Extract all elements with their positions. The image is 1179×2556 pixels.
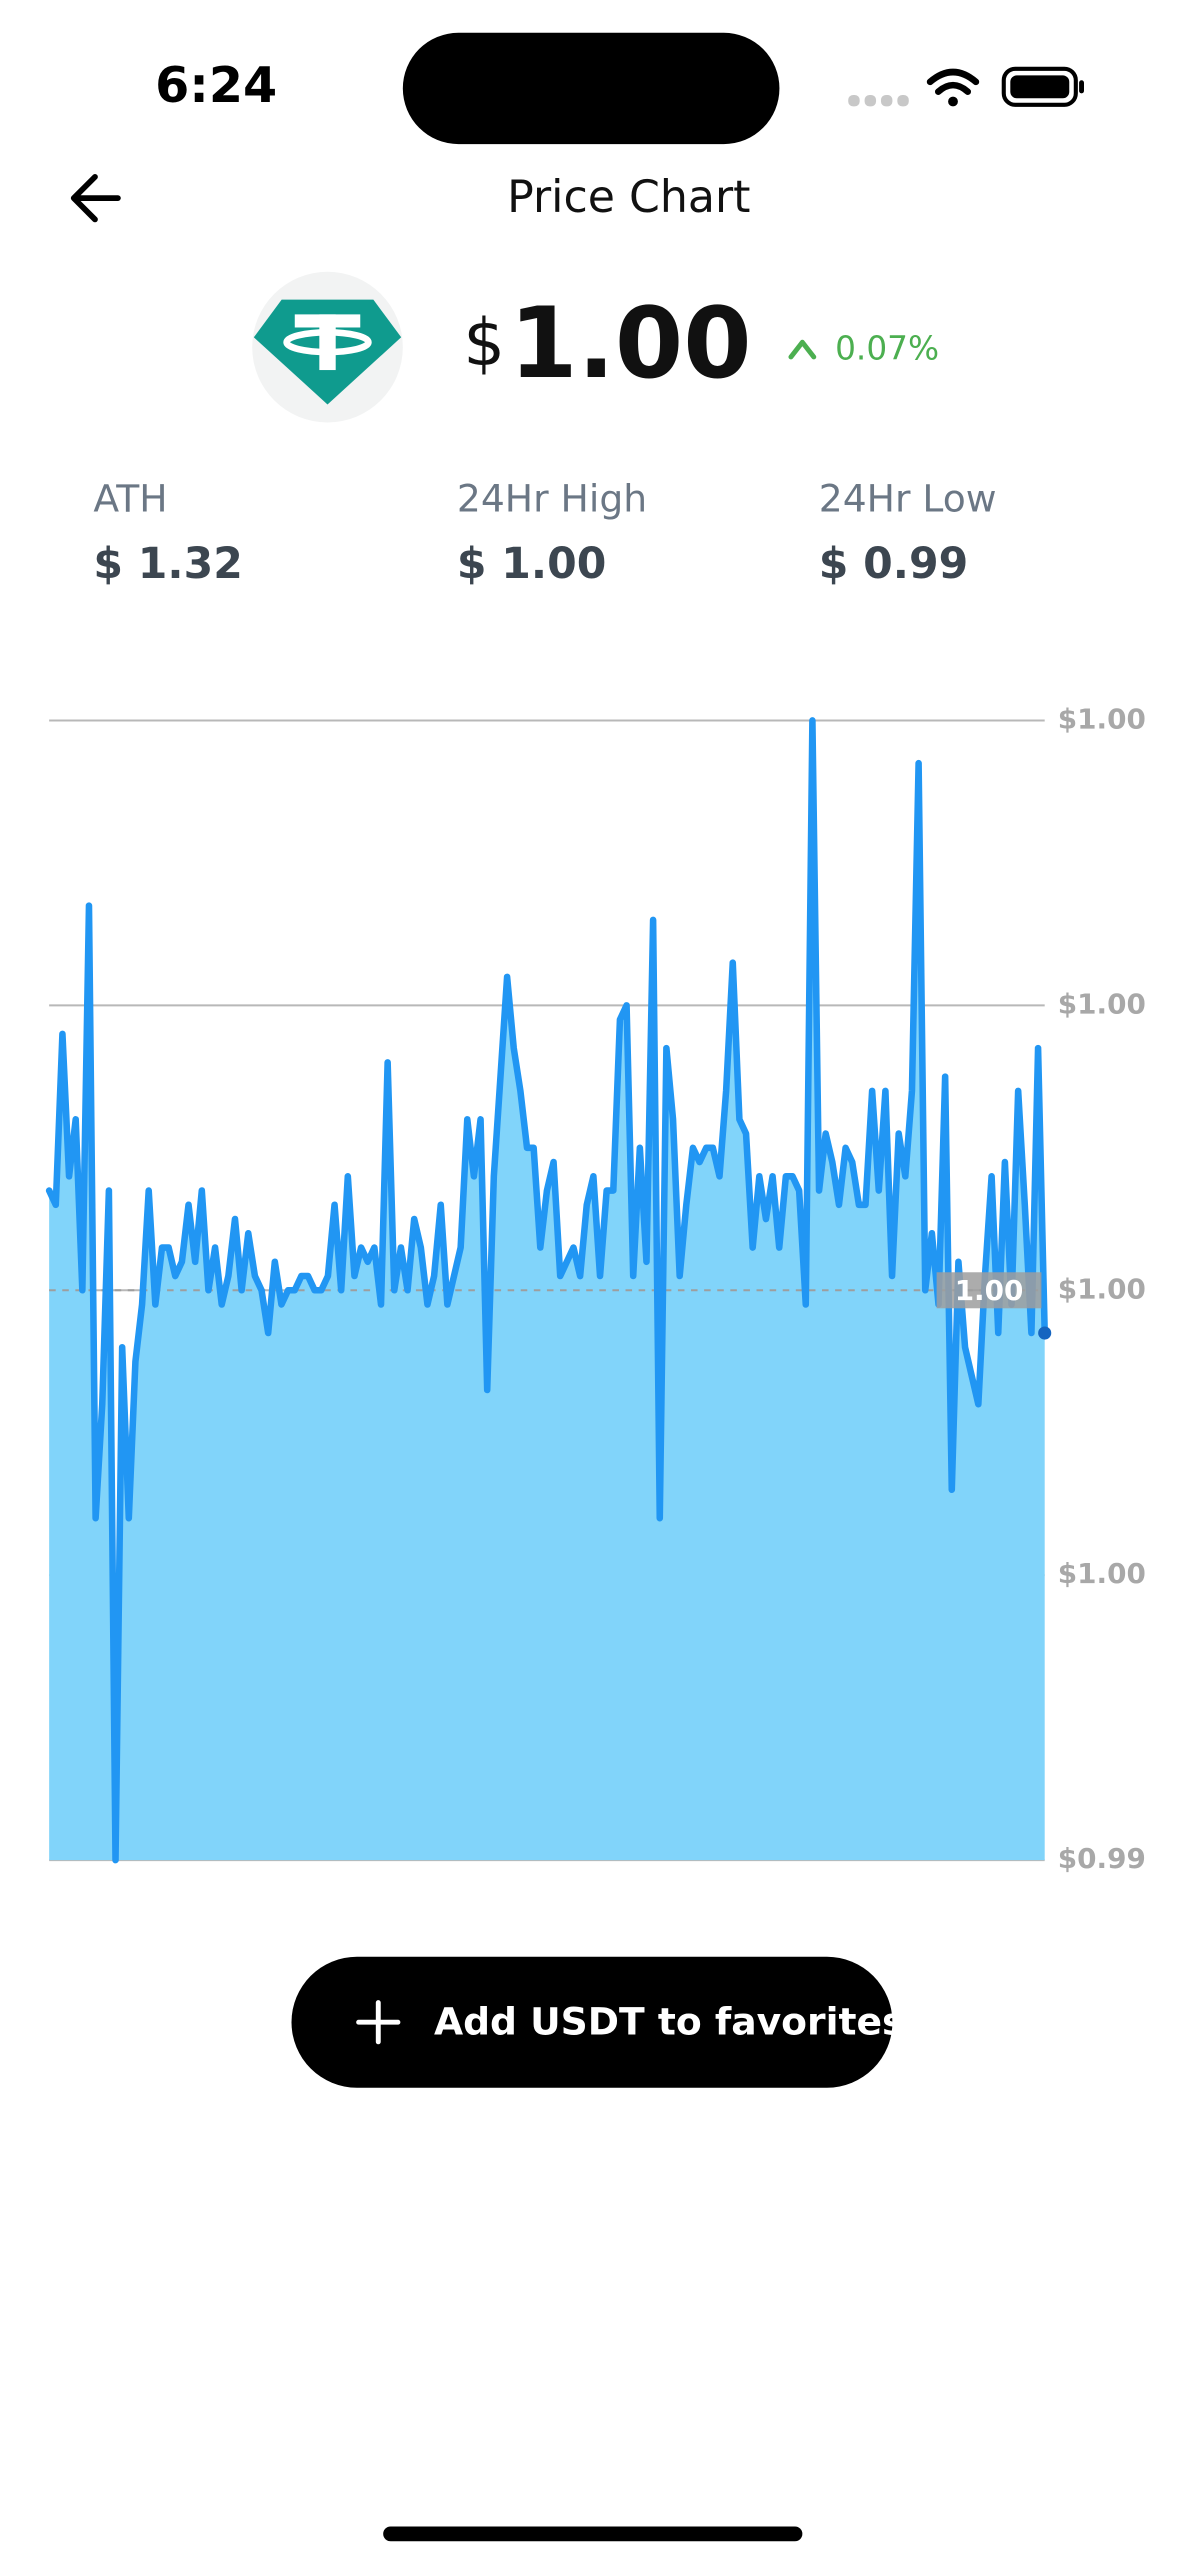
- stat-label: 24Hr High: [457, 477, 647, 521]
- stat-value: $ 0.99: [819, 539, 968, 589]
- home-indicator: [383, 2526, 803, 2542]
- y-tick-label: $1.00: [1058, 1272, 1146, 1305]
- price-amount: 1.00: [509, 287, 751, 401]
- button-bg[interactable]: [291, 1956, 893, 2088]
- price-currency: $: [463, 305, 505, 381]
- current-label-bg: [936, 1272, 1042, 1309]
- signal-icon: [848, 94, 909, 107]
- stat-value: $ 1.32: [93, 539, 242, 589]
- dynamic-island: [402, 32, 780, 145]
- y-tick-label: $1.00: [1058, 702, 1146, 735]
- stat-label: 24Hr Low: [819, 477, 997, 521]
- battery-icon: [1001, 66, 1084, 107]
- price-line: [45, 717, 1048, 1864]
- coin-logo: [253, 299, 402, 405]
- status-time: 6:24: [155, 56, 277, 114]
- price-change: 0.07%: [835, 329, 939, 367]
- price-chart: $0.99 $1.00 $1.00 $1.00 $1.00 1.00: [45, 702, 1146, 1875]
- wifi-icon: [926, 68, 980, 107]
- favorite-button[interactable]: Add USDT to favorites: [291, 1956, 905, 2088]
- current-label: 1.00: [955, 1274, 1024, 1307]
- plus-icon: [356, 2000, 401, 2045]
- y-tick-label: $1.00: [1058, 1557, 1146, 1590]
- current-point: [1038, 1326, 1052, 1340]
- y-tick-label: $0.99: [1058, 1842, 1146, 1875]
- stat-label: ATH: [93, 477, 167, 521]
- y-tick-label: $1.00: [1058, 987, 1146, 1020]
- change-arrow: [788, 339, 817, 360]
- button-label[interactable]: Add USDT to favorites: [434, 1999, 905, 2043]
- stat-value: $ 1.00: [457, 539, 606, 589]
- back-button[interactable]: [70, 173, 121, 223]
- page-title: Price Chart: [507, 172, 750, 223]
